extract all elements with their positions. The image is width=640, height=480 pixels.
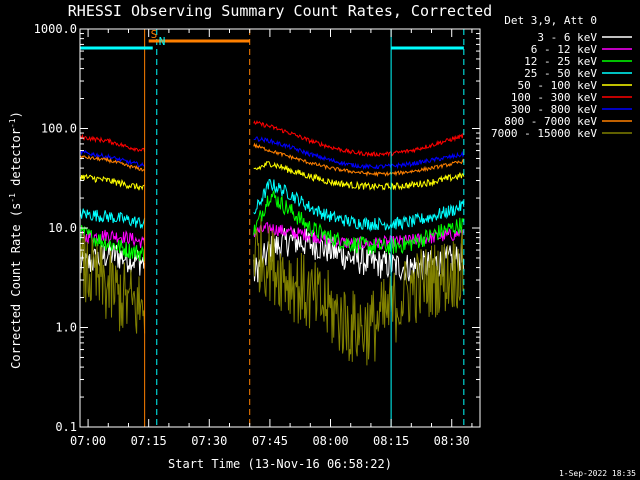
series-line — [79, 133, 146, 153]
series-line — [253, 218, 465, 366]
plot-series — [79, 119, 465, 366]
x-tick-label: 07:45 — [252, 434, 288, 448]
series-line — [253, 160, 465, 191]
legend-header: Det 3,9, Att 0 — [504, 14, 597, 27]
chart-title: RHESSI Observing Summary Count Rates, Co… — [68, 2, 492, 20]
attenuator-label: N — [159, 35, 166, 48]
timestamp: 1-Sep-2022 18:35 — [559, 469, 636, 478]
y-axis-label-mid: detector — [9, 128, 23, 193]
legend-label: 100 - 300 keV — [511, 91, 597, 104]
legend-label: 50 - 100 keV — [518, 79, 598, 92]
legend-label: 800 - 7000 keV — [504, 115, 597, 128]
series-line — [79, 225, 146, 262]
series-line — [79, 239, 146, 276]
y-tick-labels: 1000.0 100.0 10.0 1.0 0.1 — [34, 22, 77, 434]
y-axis-label-sup2: -1 — [8, 118, 17, 128]
x-tick-labels: 07:00 07:15 07:30 07:45 08:00 08:15 08:30 — [70, 434, 470, 448]
series-line — [79, 229, 146, 249]
y-axis-label-end: ) — [9, 111, 23, 118]
series-line — [253, 136, 465, 171]
x-tick-label: 08:15 — [373, 434, 409, 448]
axis-ticks — [80, 29, 480, 428]
series-line — [79, 233, 146, 334]
legend-label: 300 - 800 keV — [511, 103, 597, 116]
y-tick-label: 1000.0 — [34, 22, 77, 36]
x-tick-label: 08:00 — [312, 434, 348, 448]
x-axis-label: Start Time (13-Nov-16 06:58:22) — [168, 457, 392, 471]
legend-label: 7000 - 15000 keV — [491, 127, 597, 140]
series-line — [253, 142, 465, 178]
y-axis-label-main: Corrected Count Rate (s — [9, 203, 23, 369]
legend-label: 25 - 50 keV — [524, 67, 597, 80]
y-axis-label-sup1: -1 — [8, 193, 17, 203]
x-tick-label: 08:30 — [434, 434, 470, 448]
series-line — [253, 119, 465, 158]
series-line — [253, 178, 465, 233]
y-tick-label: 0.1 — [55, 420, 77, 434]
x-tick-label: 07:30 — [191, 434, 227, 448]
series-line — [253, 228, 465, 283]
legend-label: 3 - 6 keV — [537, 31, 597, 44]
series-line — [79, 149, 146, 168]
y-tick-label: 100.0 — [41, 122, 77, 136]
x-tick-label: 07:15 — [131, 434, 167, 448]
y-tick-label: 10.0 — [48, 221, 77, 235]
series-line — [253, 222, 465, 250]
legend-label: 6 - 12 keV — [531, 43, 598, 56]
series-line — [79, 154, 145, 172]
y-axis-label: Corrected Count Rate (s-1 detector-1) — [8, 111, 23, 369]
x-tick-label: 07:00 — [70, 434, 106, 448]
series-line — [79, 208, 146, 230]
attenuator-label: S — [151, 28, 158, 41]
legend-label: 12 - 25 keV — [524, 55, 597, 68]
series-line — [79, 173, 145, 191]
series-line — [253, 189, 465, 255]
y-tick-label: 1.0 — [55, 321, 77, 335]
